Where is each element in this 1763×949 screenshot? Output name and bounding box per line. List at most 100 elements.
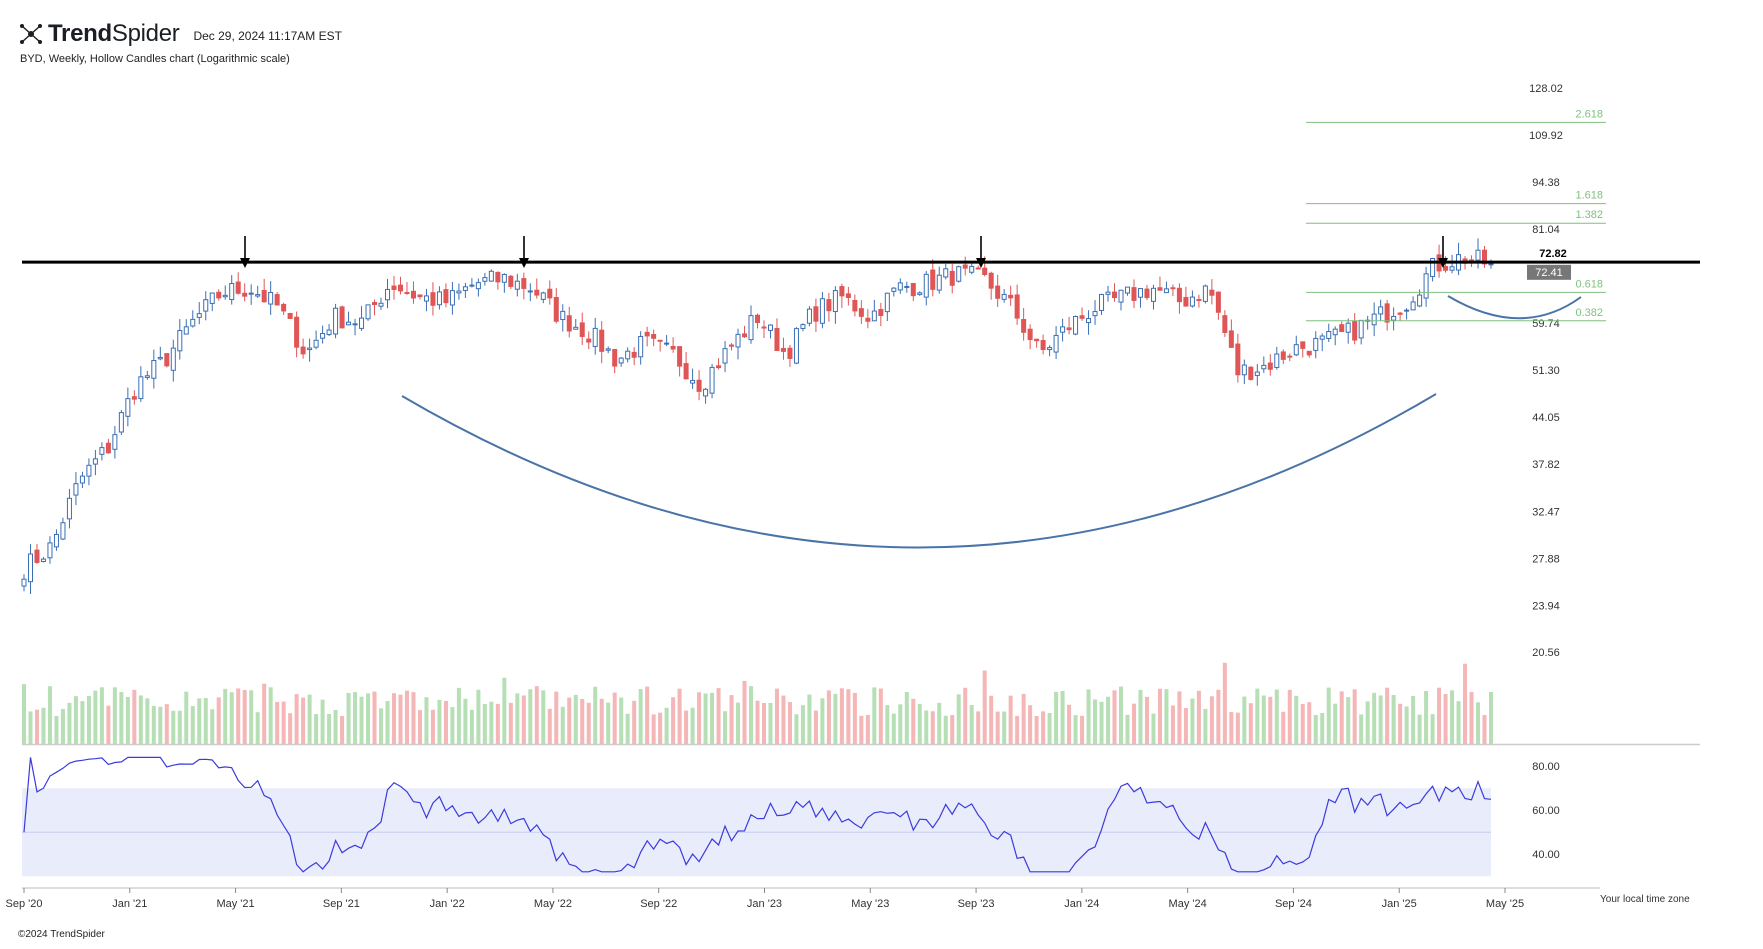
candle (378, 302, 384, 307)
peak-arrow-head (976, 258, 986, 268)
candle (891, 287, 897, 292)
candle (599, 329, 605, 352)
volume-bar (1073, 715, 1078, 744)
candle (618, 357, 624, 364)
volume-bar (697, 692, 702, 744)
volume-bar (1164, 689, 1169, 744)
volume-bar (723, 711, 728, 744)
volume-bar (859, 715, 864, 744)
volume-bar (690, 707, 695, 744)
candle (346, 321, 352, 326)
volume-bar (651, 714, 656, 744)
candle (1235, 343, 1241, 376)
volume-bar (1112, 690, 1117, 744)
candle (66, 497, 72, 520)
volume-bar (1034, 715, 1039, 744)
volume-bar (1144, 696, 1149, 744)
candle (1345, 322, 1351, 333)
volume-bar (1456, 701, 1461, 744)
candle (1053, 334, 1059, 353)
candle (761, 326, 767, 329)
volume-bar (878, 688, 883, 744)
volume-bar (1294, 695, 1299, 744)
volume-bar (1138, 689, 1143, 744)
volume-bar (430, 709, 435, 744)
candle (742, 333, 748, 338)
trendspider-logo-icon (20, 24, 42, 44)
candle (683, 363, 689, 380)
candle (1417, 294, 1423, 307)
price-tick-label: 44.05 (1532, 412, 1560, 424)
copyright: ©2024 TrendSpider (18, 929, 105, 940)
volume-bar (21, 684, 27, 744)
volume-bar (482, 704, 487, 744)
candle (320, 333, 326, 339)
candle (865, 317, 871, 322)
volume-bar (1060, 690, 1065, 744)
x-tick-label: Jan '24 (1064, 898, 1099, 910)
candle (579, 322, 585, 337)
volume-bar (736, 702, 741, 744)
volume-bar (547, 708, 552, 744)
candle (852, 299, 858, 312)
candle (1001, 293, 1007, 300)
candle (1261, 364, 1267, 370)
x-tick-label: May '24 (1169, 898, 1207, 910)
volume-bar (820, 698, 825, 744)
volume-bar (664, 707, 669, 744)
candle (1150, 287, 1156, 302)
volume-bar (521, 695, 526, 744)
candle (813, 306, 819, 322)
volume-bar (353, 692, 358, 744)
candle (858, 308, 864, 317)
candle (1215, 291, 1221, 313)
fib-level-label: 2.618 (1575, 108, 1603, 120)
candle (936, 274, 942, 291)
candle (767, 324, 773, 331)
x-tick-label: Sep '22 (640, 898, 677, 910)
peak-arrow-head (240, 258, 250, 268)
volume-bar (489, 701, 494, 744)
volume-bar (398, 694, 403, 744)
volume-bar (1047, 712, 1052, 744)
candle (1086, 318, 1092, 324)
candle (871, 310, 877, 322)
candle (372, 302, 378, 305)
volume-bar (1469, 691, 1474, 744)
volume-bar (872, 687, 877, 744)
volume-bar (437, 699, 442, 744)
volume-bar (197, 698, 202, 744)
volume-bar (826, 690, 831, 744)
volume-bar (294, 694, 299, 744)
price-tick-label: 94.38 (1532, 177, 1560, 189)
volume-bar (502, 677, 507, 744)
handle-arc (1447, 295, 1582, 320)
candle (956, 266, 962, 282)
volume-bar (73, 696, 78, 744)
candle (566, 315, 572, 332)
candle (1378, 306, 1384, 315)
candle (1404, 309, 1410, 312)
candle (553, 297, 559, 322)
volume-bar (963, 687, 968, 744)
candle (1144, 288, 1150, 299)
candle (1293, 344, 1299, 356)
x-tick-label: May '22 (534, 898, 572, 910)
candle (878, 309, 884, 316)
volume-bar (1177, 691, 1182, 744)
volume-bar (1248, 703, 1253, 744)
volume-bar (314, 714, 319, 744)
volume-bar (1216, 689, 1221, 744)
candle (521, 278, 527, 289)
volume-bar (495, 703, 500, 744)
candle (436, 291, 442, 306)
candle (845, 293, 851, 298)
candle (1267, 362, 1273, 370)
candle (787, 347, 793, 359)
volume-bar (1300, 703, 1305, 744)
candle (417, 294, 423, 298)
x-tick-label: May '21 (216, 898, 254, 910)
volume-bar (742, 680, 747, 744)
volume-bar (632, 700, 637, 744)
